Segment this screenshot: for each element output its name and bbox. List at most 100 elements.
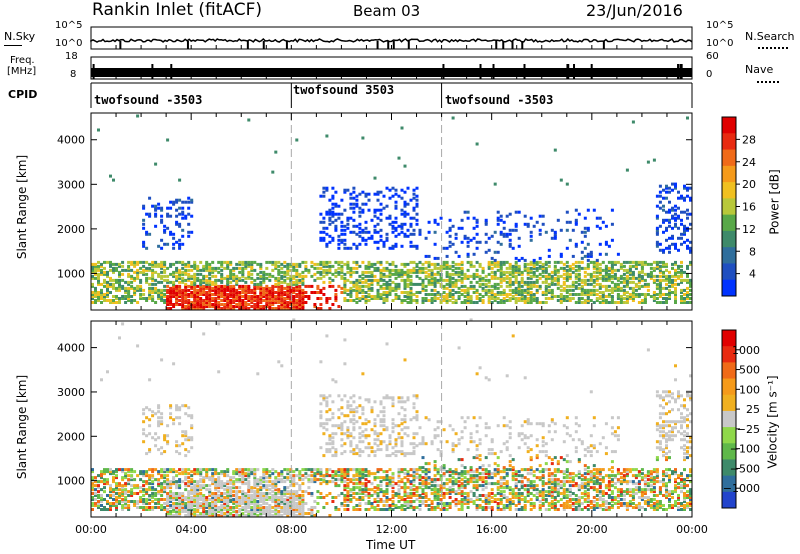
scatter-cell bbox=[472, 226, 476, 230]
scatter-cell bbox=[379, 212, 383, 216]
scatter-cell bbox=[268, 480, 272, 484]
scatter-cell bbox=[112, 470, 115, 474]
scatter-cell bbox=[412, 293, 416, 296]
scatter-cell bbox=[358, 297, 362, 300]
scatter-cell bbox=[415, 301, 419, 304]
scatter-cell bbox=[403, 232, 407, 236]
scatter-cell bbox=[172, 502, 176, 505]
scatter-cell bbox=[430, 278, 434, 282]
scatter-cell bbox=[199, 299, 203, 302]
scatter-cell bbox=[559, 284, 563, 288]
cpid-panel bbox=[90, 82, 693, 108]
scatter-cell bbox=[574, 280, 578, 284]
scatter-cell bbox=[112, 278, 115, 282]
scatter-cell bbox=[313, 480, 317, 484]
scatter-cell bbox=[289, 278, 293, 282]
scatter-cell bbox=[211, 504, 215, 507]
scatter-cell bbox=[169, 291, 173, 294]
scatter-cell bbox=[583, 299, 587, 302]
scatter-cell bbox=[193, 272, 197, 276]
scatter-cell bbox=[613, 286, 617, 290]
scatter-cell bbox=[286, 307, 290, 310]
scatter-cell bbox=[154, 264, 158, 268]
scatter-cell bbox=[325, 264, 329, 268]
scatter-cell bbox=[355, 492, 359, 495]
scatter-cell bbox=[298, 510, 302, 513]
scatter-cell bbox=[346, 486, 350, 490]
scatter-cell bbox=[109, 268, 112, 272]
scatter-cell bbox=[448, 278, 452, 282]
scatter-cell bbox=[226, 482, 230, 486]
scatter-cell bbox=[394, 284, 398, 288]
scatter-cell bbox=[367, 208, 371, 212]
scatter-cell bbox=[94, 502, 97, 505]
scatter-cell bbox=[604, 301, 608, 304]
scatter-cell bbox=[340, 406, 344, 410]
scatter-cell bbox=[604, 286, 608, 290]
scatter-cell bbox=[394, 204, 398, 208]
scatter-cell bbox=[689, 282, 692, 286]
scatter-cell bbox=[379, 286, 383, 290]
scatter-cell bbox=[232, 286, 236, 290]
scatter-cell bbox=[148, 196, 152, 200]
scatter-cell bbox=[427, 293, 431, 296]
scatter-cell bbox=[229, 274, 233, 278]
scatter-cell bbox=[145, 278, 149, 282]
scatter-cell bbox=[109, 508, 112, 511]
scatter-cell bbox=[640, 278, 644, 282]
scatter-cell bbox=[205, 506, 209, 509]
scatter-cell bbox=[109, 260, 112, 264]
scatter-cell bbox=[355, 444, 359, 448]
scatter-cell bbox=[361, 422, 365, 426]
scatter-cell bbox=[385, 274, 389, 278]
scatter-cell bbox=[142, 490, 146, 494]
scatter-cell bbox=[226, 280, 230, 284]
scatter-cell bbox=[181, 210, 185, 214]
scatter-cell bbox=[271, 510, 275, 513]
scatter-cell bbox=[677, 226, 680, 230]
scatter-cell bbox=[256, 492, 260, 495]
scatter-cell bbox=[674, 182, 677, 186]
scatter-cell bbox=[175, 266, 179, 270]
scatter-cell bbox=[562, 295, 566, 298]
scatter-cell bbox=[559, 301, 563, 304]
scatter-cell bbox=[655, 301, 659, 304]
scatter-cell bbox=[604, 266, 608, 270]
scatter-cell bbox=[178, 276, 182, 280]
scatter-cell bbox=[367, 480, 371, 484]
scatter-cell bbox=[376, 216, 380, 220]
scatter-cell bbox=[364, 192, 368, 196]
scatter-cell bbox=[253, 480, 257, 484]
scatter-cell bbox=[193, 305, 197, 308]
scatter-cell bbox=[262, 500, 266, 503]
scatter-cell bbox=[313, 303, 317, 306]
scatter-cell bbox=[232, 470, 236, 474]
scatter-cell bbox=[662, 230, 665, 234]
scatter-cell bbox=[442, 286, 446, 290]
scatter-cell bbox=[112, 498, 115, 501]
scatter-cell bbox=[94, 262, 97, 266]
scatter-cell bbox=[367, 278, 371, 282]
scatter-cell bbox=[241, 291, 245, 294]
scatter-cell bbox=[127, 474, 131, 478]
scatter-cell bbox=[157, 410, 161, 414]
scatter-cell bbox=[577, 301, 581, 304]
scatter-cell bbox=[343, 442, 347, 446]
scatter-cell bbox=[382, 500, 386, 503]
scatter-cell bbox=[457, 254, 461, 258]
scatter-cell bbox=[677, 248, 680, 252]
scatter-cell bbox=[247, 510, 251, 513]
scatter-cell bbox=[145, 406, 149, 410]
scatter-cell bbox=[665, 293, 668, 296]
scatter-cell bbox=[598, 286, 602, 290]
scatter-cell bbox=[127, 264, 131, 268]
scatter-cell bbox=[358, 274, 362, 278]
scatter-cell bbox=[523, 266, 527, 270]
scatter-cell bbox=[598, 266, 602, 270]
scatter-cell bbox=[247, 472, 251, 476]
scatter-cell bbox=[127, 508, 131, 511]
scatter-cell bbox=[271, 260, 275, 264]
scatter-cell bbox=[328, 270, 332, 274]
scatter-cell bbox=[226, 303, 230, 306]
scatter-cell bbox=[220, 307, 224, 310]
